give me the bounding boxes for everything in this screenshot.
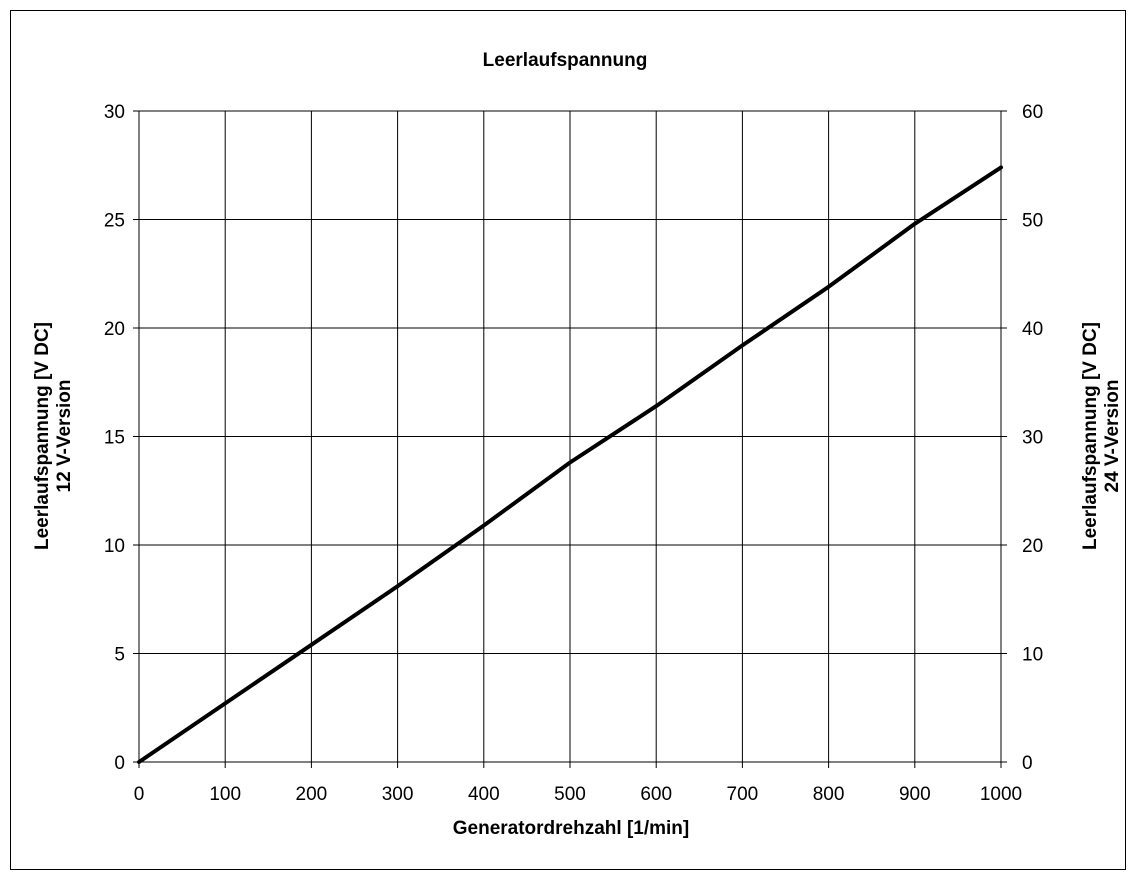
y-left-tick-label: 25 — [104, 211, 125, 232]
grid — [139, 111, 1001, 762]
y-right-axis-title-line1: Leerlaufspannung [V DC] — [1080, 322, 1101, 550]
y-left-axis-title: Leerlaufspannung [V DC] 12 V-Version — [32, 322, 75, 550]
y-left-tick-labels: 0 5 10 15 20 25 30 — [104, 102, 125, 774]
y-right-tick-label: 0 — [1022, 753, 1033, 774]
x-tick-label: 200 — [296, 784, 328, 805]
axis-ticks — [133, 110, 1007, 768]
x-tick-label: 300 — [382, 784, 414, 805]
x-tick-label: 900 — [899, 784, 931, 805]
y-right-tick-label: 60 — [1022, 102, 1043, 123]
x-tick-label: 100 — [209, 784, 241, 805]
x-tick-label: 0 — [134, 784, 145, 805]
y-right-axis-title: Leerlaufspannung [V DC] 24 V-Version — [1080, 322, 1123, 550]
chart-frame — [10, 10, 1126, 870]
y-left-axis-title-line2: 12 V-Version — [54, 379, 75, 492]
y-left-tick-label: 20 — [104, 319, 125, 340]
y-left-tick-label: 0 — [114, 753, 125, 774]
x-axis-title: Generatordrehzahl [1/min] — [453, 818, 690, 839]
y-left-tick-label: 5 — [114, 645, 125, 666]
y-right-tick-label: 50 — [1022, 211, 1043, 232]
y-left-tick-label: 30 — [104, 102, 125, 123]
x-tick-label: 400 — [468, 784, 500, 805]
x-tick-label: 800 — [813, 784, 845, 805]
series-line — [137, 165, 1003, 764]
y-right-tick-label: 20 — [1022, 536, 1043, 557]
y-left-axis-title-line1: Leerlaufspannung [V DC] — [32, 322, 53, 550]
y-right-tick-label: 40 — [1022, 319, 1043, 340]
series — [137, 165, 1003, 764]
x-tick-labels: 0 100 200 300 400 500 600 700 800 900 1000 — [134, 784, 1022, 805]
y-right-tick-label: 10 — [1022, 645, 1043, 666]
y-right-axis-title-line2: 24 V-Version — [1102, 379, 1123, 492]
y-right-tick-label: 30 — [1022, 428, 1043, 449]
y-left-tick-label: 15 — [104, 428, 125, 449]
chart-title: Leerlaufspannung — [483, 50, 648, 71]
x-tick-label: 500 — [554, 784, 586, 805]
x-tick-label: 600 — [640, 784, 672, 805]
x-tick-label: 700 — [727, 784, 759, 805]
y-right-tick-labels: 0 10 20 30 40 50 60 — [1022, 102, 1043, 774]
y-left-tick-label: 10 — [104, 536, 125, 557]
x-tick-label: 1000 — [980, 784, 1022, 805]
